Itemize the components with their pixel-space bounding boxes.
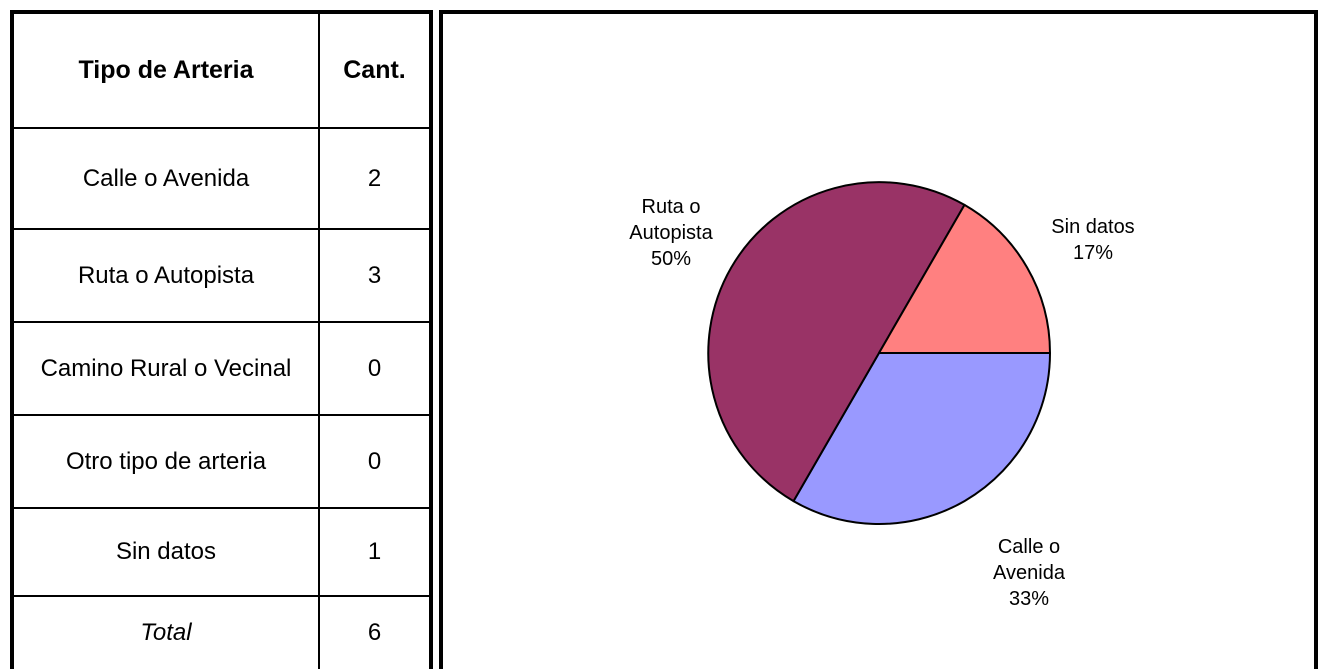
row-value: 2 [367, 164, 382, 192]
pie-label-name: Avenida [993, 562, 1065, 584]
pie-label-name: Autopista [629, 222, 713, 244]
pie-chart-panel: Calle o Avenida 33% Ruta o Autopista 50% Sin d… [439, 10, 1318, 669]
table-total-row: Total 6 [14, 597, 429, 669]
pie-slice-ruta-o-autopista [707, 181, 966, 503]
pie-chart [707, 181, 1051, 525]
row-value: 1 [367, 538, 382, 566]
table-header-row: Tipo de Arteria Cant. [14, 14, 429, 129]
table-row: Camino Rural o Vecinal 0 [14, 323, 429, 416]
table-row: Calle o Avenida 2 [14, 129, 429, 230]
row-label: Calle o Avenida [14, 129, 320, 228]
header-tipo-de-arteria: Tipo de Arteria [14, 14, 320, 127]
pie-label: Sin datos 17% [1023, 214, 1163, 266]
row-label: Otro tipo de arteria [14, 416, 320, 507]
total-label: Total [14, 597, 320, 669]
total-value: 6 [367, 619, 382, 647]
pie-label-name: Ruta o [641, 196, 701, 218]
row-label: Camino Rural o Vecinal [14, 323, 320, 414]
pie-label: Calle o Avenida 33% [959, 534, 1099, 612]
pie-label-name: Calle o [997, 536, 1061, 558]
header-cant: Cant. [343, 56, 406, 85]
pie-label: Ruta o Autopista 50% [601, 194, 741, 272]
pie-slice-sin-datos [878, 203, 1051, 354]
table-row: Sin datos 1 [14, 509, 429, 597]
pie-slice-calle-o-avenida [792, 352, 1051, 525]
row-value: 0 [367, 447, 382, 475]
table-row: Ruta o Autopista 3 [14, 230, 429, 323]
row-label: Ruta o Autopista [14, 230, 320, 321]
pie-label-percent: 17% [1072, 242, 1114, 264]
row-value: 0 [367, 354, 382, 382]
row-label: Sin datos [14, 509, 320, 595]
pie-label-percent: 50% [650, 248, 692, 270]
row-value: 3 [367, 261, 382, 289]
data-table: Tipo de Arteria Cant. Calle o Avenida 2 … [10, 10, 433, 669]
pie-label-percent: 33% [1008, 588, 1050, 610]
table-row: Otro tipo de arteria 0 [14, 416, 429, 509]
pie-label-name: Sin datos [1051, 216, 1135, 238]
